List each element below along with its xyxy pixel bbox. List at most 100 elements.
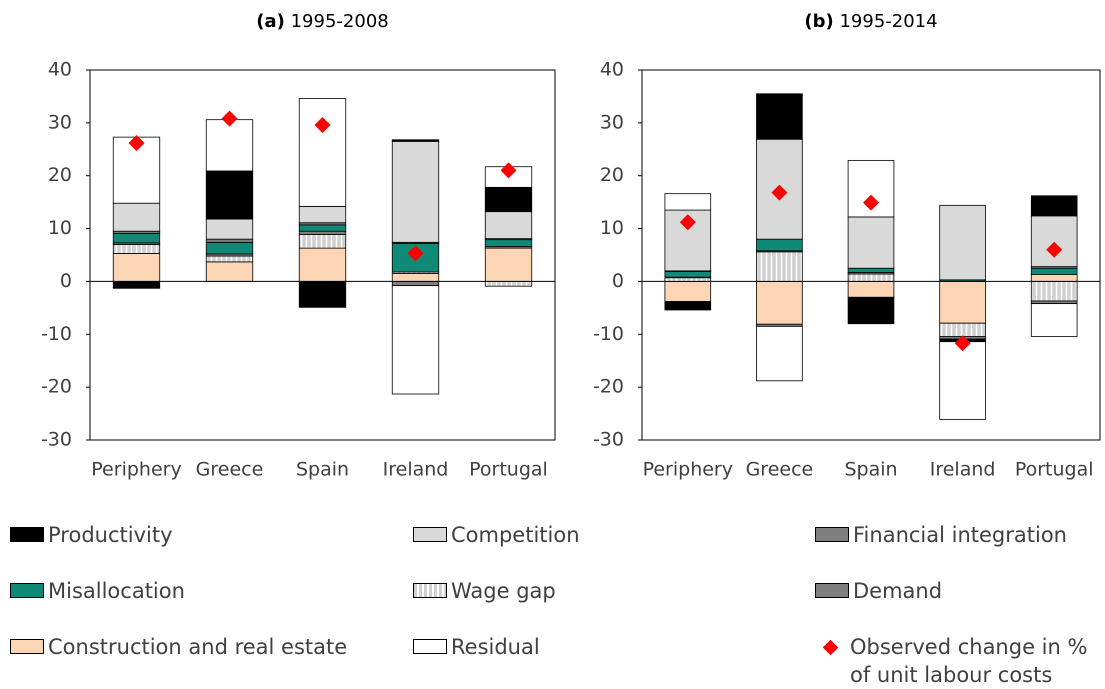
observed-marker xyxy=(407,245,424,262)
legend-swatch xyxy=(10,639,44,654)
bar-segment xyxy=(298,247,347,282)
bar-segment xyxy=(298,281,347,308)
bar-segment xyxy=(664,277,712,282)
plot-frame xyxy=(641,69,1101,441)
observed-marker xyxy=(771,184,788,201)
observed-marker xyxy=(314,116,331,133)
y-tick-label: 30 xyxy=(48,111,72,133)
bar-segment xyxy=(484,281,533,287)
x-tick-label: Periphery xyxy=(643,459,733,481)
legend-swatch xyxy=(10,527,44,542)
bar-segment xyxy=(847,281,895,298)
legend-swatch xyxy=(815,527,849,542)
legend-item: Observed change in % of unit labour cost… xyxy=(815,633,1095,689)
legend-swatch xyxy=(413,639,447,654)
y-tick-label: 0 xyxy=(60,270,72,292)
bar-segment xyxy=(1030,267,1078,275)
title-text: 1995-2008 xyxy=(291,11,389,32)
legend-swatch xyxy=(10,583,44,598)
y-tick-label: 0 xyxy=(612,270,624,292)
bar-segment xyxy=(847,216,895,269)
bar-segment xyxy=(847,296,895,325)
bar-segment xyxy=(756,238,803,252)
legend-label: Misallocation xyxy=(48,579,185,603)
bar-segment xyxy=(939,204,986,281)
bar-segment xyxy=(1030,215,1078,268)
observed-marker xyxy=(1046,241,1063,258)
y-tick-label: -10 xyxy=(593,323,624,345)
observed-marker xyxy=(679,214,696,231)
plot-frame xyxy=(89,69,556,441)
y-tick-label: 30 xyxy=(600,111,624,133)
title-text: 1995-2014 xyxy=(839,11,937,32)
bar-segment xyxy=(298,233,347,249)
legend-label: Residual xyxy=(451,635,540,659)
observed-marker xyxy=(128,134,145,151)
bar-segment xyxy=(391,273,440,282)
legend-label: Demand xyxy=(853,579,943,603)
bar-segment xyxy=(1030,303,1078,337)
bar-segment xyxy=(664,281,712,302)
x-tick-label: Spain xyxy=(844,459,897,481)
bar-segment xyxy=(847,273,895,282)
y-tick-label: -20 xyxy=(41,376,72,398)
bar-segment xyxy=(1030,274,1078,282)
bar-segment xyxy=(112,202,161,232)
legend-swatch xyxy=(815,583,849,598)
x-tick-label: Greece xyxy=(746,459,814,481)
legend-item: Competition xyxy=(413,521,580,549)
legend-label: Observed change in % of unit labour cost… xyxy=(850,635,1088,687)
y-tick-label: 40 xyxy=(48,59,72,81)
y-tick-label: 10 xyxy=(48,217,72,239)
legend-swatch xyxy=(413,527,447,542)
y-tick-label: -10 xyxy=(41,323,72,345)
bar-segment xyxy=(298,98,347,207)
bar-segment xyxy=(391,285,440,395)
bar-segment xyxy=(298,205,347,224)
bar-segment xyxy=(664,193,712,211)
y-tick-label: 10 xyxy=(600,217,624,239)
legend-item: Productivity xyxy=(10,521,173,549)
x-tick-label: Ireland xyxy=(930,459,996,481)
bar-segment xyxy=(939,341,986,420)
bar-segment xyxy=(205,238,254,243)
legend-item: Financial integration xyxy=(815,521,1095,549)
legend-label: Competition xyxy=(451,523,580,547)
bar-segment xyxy=(484,247,533,282)
bar-segment xyxy=(112,253,161,282)
legend-item: Demand xyxy=(815,577,1095,605)
bar-segment xyxy=(756,251,803,282)
legend-label: Wage gap xyxy=(451,579,556,603)
bar-segment xyxy=(205,261,254,282)
bar-segment xyxy=(112,244,161,254)
bar-segment xyxy=(756,325,803,382)
bar-segment xyxy=(1030,281,1078,302)
observed-marker xyxy=(863,194,879,211)
bar-segment xyxy=(391,139,440,142)
x-tick-label: Periphery xyxy=(91,459,181,481)
bar-segment xyxy=(756,93,803,140)
bar-segment xyxy=(1030,195,1078,217)
x-tick-label: Ireland xyxy=(383,459,449,481)
bar-segment xyxy=(298,224,347,232)
legend-item: Residual xyxy=(413,633,540,661)
bar-segment xyxy=(847,267,895,273)
x-tick-label: Spain xyxy=(296,459,349,481)
bar-segment xyxy=(484,186,533,213)
legend-item: Misallocation xyxy=(10,577,185,605)
bar-segment xyxy=(205,255,254,263)
charts: (a) 1995-2008 -30 -20 -10 0 10 20 30 40 Periphery… xyxy=(41,11,1101,481)
bar-segment xyxy=(391,140,440,243)
observed-marker xyxy=(500,162,517,179)
bar-segment xyxy=(205,170,254,220)
x-tick-label: Portugal xyxy=(469,459,548,481)
legend-label: Construction and real estate xyxy=(48,635,348,659)
bar-segment xyxy=(205,119,254,172)
chart-title: (a) 1995-2008 xyxy=(256,11,388,32)
observed-marker xyxy=(221,110,238,127)
bar-segment xyxy=(391,281,440,287)
y-tick-label: 40 xyxy=(600,59,624,81)
legend-swatch xyxy=(822,639,839,656)
y-tick-label: -30 xyxy=(41,429,72,451)
